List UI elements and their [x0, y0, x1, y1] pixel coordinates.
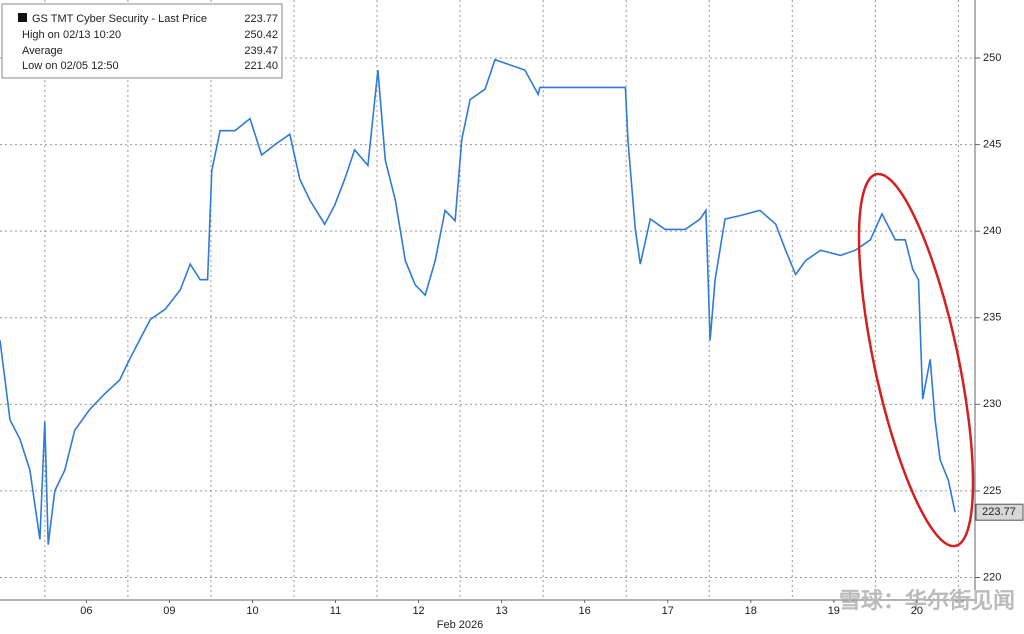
y-tick-label: 250: [983, 52, 1001, 64]
legend-item-label: High on 02/13 10:20: [22, 29, 121, 41]
legend-last-price: 223.77: [244, 13, 278, 25]
y-tick-label: 245: [983, 138, 1001, 150]
x-tick-label: 16: [579, 605, 591, 617]
legend: GS TMT Cyber Security - Last Price 223.7…: [1, 3, 283, 79]
x-tick-label: 13: [495, 605, 507, 617]
x-tick-label: 11: [330, 605, 341, 617]
x-tick-label: 10: [246, 605, 258, 617]
legend-item-value: 221.40: [244, 60, 278, 72]
y-tick-label: 230: [983, 398, 1001, 410]
x-tick-label: 18: [745, 605, 757, 617]
plot-area: [0, 58, 956, 545]
last-price-label: 223.77: [982, 506, 1016, 518]
watermark: 雪球：华尔街见闻: [839, 588, 1015, 613]
y-tick-label: 225: [983, 485, 1001, 497]
price-line: [0, 58, 956, 545]
x-tick-label: 06: [80, 605, 92, 617]
y-tick-label: 235: [983, 312, 1001, 324]
legend-swatch: [18, 13, 27, 22]
x-tick-label: 09: [163, 605, 175, 617]
legend-title: GS TMT Cyber Security - Last Price: [32, 13, 207, 25]
legend-item-value: 239.47: [244, 45, 278, 57]
legend-box: [1, 3, 283, 79]
x-axis-label: Feb 2026: [437, 619, 483, 631]
highlight-ellipse: [857, 172, 975, 548]
y-tick-label: 240: [983, 225, 1001, 237]
legend-item-label: Low on 02/05 12:50: [22, 60, 119, 72]
last-price-box: [975, 503, 1024, 521]
x-tick-label: 19: [828, 605, 840, 617]
y-tick-label: 220: [983, 571, 1001, 583]
legend-item-label: Average: [22, 45, 63, 57]
x-tick-label: 17: [662, 605, 674, 617]
x-tick-label: 20: [911, 605, 923, 617]
x-tick-label: 12: [412, 605, 424, 617]
legend-item-value: 250.42: [244, 29, 278, 41]
